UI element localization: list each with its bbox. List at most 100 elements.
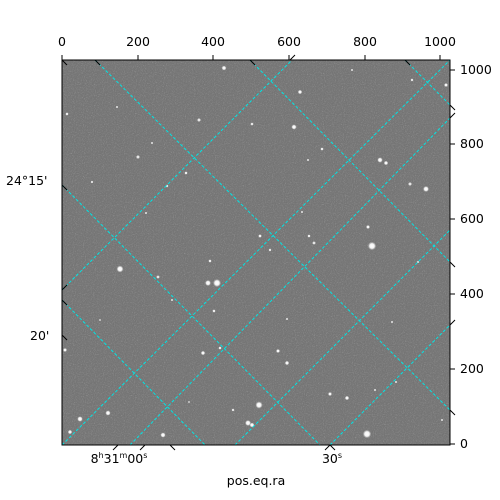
- star: [67, 429, 73, 435]
- grid-line: [62, 60, 293, 291]
- star: [105, 410, 111, 416]
- star: [156, 275, 160, 279]
- grid-line: [234, 229, 450, 445]
- grid-line: [62, 299, 206, 445]
- star: [250, 122, 254, 126]
- star: [90, 180, 94, 184]
- top-tick-label: 400: [201, 34, 225, 49]
- top-tick-label: 0: [58, 34, 66, 49]
- top-tick-label: 800: [353, 34, 377, 49]
- star: [245, 420, 251, 426]
- star: [312, 241, 316, 245]
- star: [320, 147, 324, 151]
- star: [200, 350, 206, 356]
- star: [151, 142, 153, 144]
- grid-line: [62, 60, 450, 445]
- star: [291, 124, 297, 130]
- right-tick-label: 200: [460, 360, 484, 376]
- star: [374, 389, 376, 391]
- star: [188, 401, 190, 403]
- plot-frame: [61, 59, 451, 446]
- star: [258, 234, 262, 238]
- stars: [63, 65, 448, 439]
- axis-tick: [324, 444, 331, 451]
- ra-label: 8h31m00s: [90, 450, 148, 466]
- star: [391, 321, 393, 323]
- star: [208, 259, 212, 263]
- star: [197, 118, 201, 122]
- axis-ticks: [61, 54, 456, 451]
- dec-label: 20': [30, 327, 50, 343]
- star: [362, 429, 372, 439]
- axis-tick: [61, 299, 68, 306]
- axis-tick: [61, 59, 68, 66]
- right-tick-label: 600: [460, 210, 484, 226]
- star: [255, 401, 263, 409]
- star: [410, 78, 414, 82]
- axis-tick: [289, 54, 296, 61]
- axis-tick: [449, 319, 456, 326]
- grid-line: [329, 324, 450, 445]
- star: [231, 408, 235, 412]
- star: [297, 89, 303, 95]
- star: [268, 248, 272, 252]
- star: [212, 309, 216, 313]
- star: [77, 416, 83, 422]
- star: [328, 392, 332, 396]
- axis-tick: [94, 59, 101, 66]
- right-tick-label: 800: [460, 135, 484, 151]
- star: [344, 395, 350, 401]
- star: [417, 261, 419, 263]
- axis-tick: [449, 261, 456, 268]
- top-tick-label: 600: [277, 34, 301, 49]
- x-axis-label: pos.eq.ra: [226, 473, 286, 488]
- star: [63, 348, 67, 352]
- right-tick-label: 400: [460, 285, 484, 301]
- axis-tick: [112, 444, 119, 451]
- dec-label: 24°15': [6, 172, 48, 188]
- star: [160, 432, 166, 438]
- axis-tick: [449, 409, 456, 416]
- right-tick-label: 1000: [460, 61, 492, 77]
- right-tick-label: 0: [460, 435, 468, 451]
- grid-line: [94, 60, 450, 411]
- axis-tick: [329, 444, 336, 451]
- star: [366, 225, 370, 229]
- axis-tick: [61, 284, 68, 291]
- star: [213, 279, 221, 287]
- star: [444, 83, 448, 87]
- star: [116, 265, 124, 273]
- grid-line: [62, 184, 321, 445]
- axis-tick: [169, 444, 176, 451]
- axis-tick: [249, 59, 256, 66]
- star: [99, 319, 101, 321]
- star: [367, 241, 377, 251]
- star: [221, 65, 227, 71]
- axis-tick: [449, 112, 456, 119]
- grid-line: [129, 117, 450, 445]
- axis-tick: [139, 444, 146, 451]
- star: [184, 171, 188, 175]
- star: [441, 419, 443, 421]
- star: [395, 381, 397, 383]
- star: [423, 186, 429, 192]
- grid-line: [249, 60, 450, 263]
- star: [136, 155, 140, 159]
- star: [377, 157, 383, 163]
- star: [145, 212, 147, 214]
- top-tick-label: 200: [126, 34, 150, 49]
- star: [284, 360, 290, 366]
- star: [116, 106, 118, 108]
- star: [408, 182, 412, 186]
- star: [307, 159, 309, 161]
- coordinate-grid: [62, 60, 450, 445]
- star: [286, 318, 288, 320]
- grid-line: [404, 60, 450, 106]
- star: [307, 234, 311, 238]
- star: [218, 346, 222, 350]
- axis-tick: [449, 104, 456, 111]
- ra-label: 30s: [321, 450, 343, 466]
- star: [171, 299, 173, 301]
- star: [276, 349, 280, 353]
